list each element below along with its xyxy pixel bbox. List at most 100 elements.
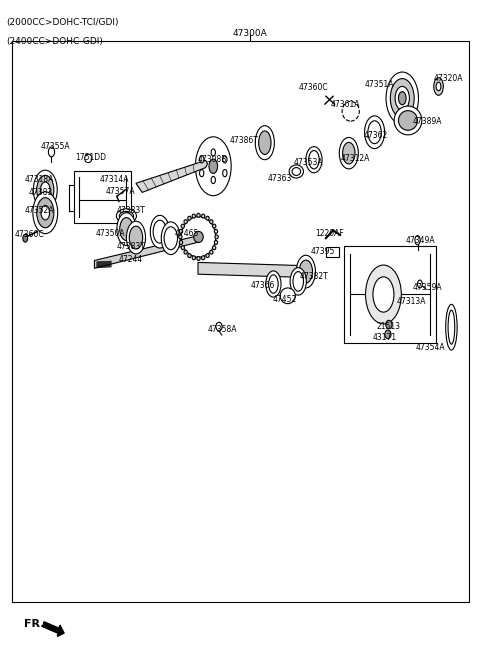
- Ellipse shape: [202, 214, 205, 218]
- Ellipse shape: [39, 195, 51, 204]
- Ellipse shape: [181, 246, 184, 250]
- Text: 21513: 21513: [376, 322, 400, 331]
- Ellipse shape: [366, 265, 401, 324]
- Ellipse shape: [223, 156, 227, 163]
- Ellipse shape: [415, 236, 420, 245]
- Ellipse shape: [373, 277, 394, 312]
- Ellipse shape: [84, 154, 92, 163]
- Text: 47383: 47383: [29, 188, 53, 197]
- Ellipse shape: [386, 72, 419, 124]
- Text: 47353A: 47353A: [293, 158, 323, 168]
- Text: 47318A: 47318A: [24, 175, 54, 184]
- Text: 47314A: 47314A: [99, 175, 129, 184]
- Text: 47300A: 47300A: [232, 29, 267, 38]
- Ellipse shape: [309, 150, 319, 169]
- Ellipse shape: [385, 330, 391, 338]
- Ellipse shape: [395, 87, 409, 110]
- Ellipse shape: [179, 235, 182, 239]
- Ellipse shape: [36, 175, 54, 204]
- Text: 47360C: 47360C: [15, 231, 44, 239]
- Text: 47313A: 47313A: [396, 296, 426, 306]
- Bar: [74, 171, 131, 223]
- Text: 47465: 47465: [174, 229, 199, 238]
- Ellipse shape: [202, 256, 205, 260]
- Ellipse shape: [259, 131, 271, 154]
- Ellipse shape: [394, 106, 422, 135]
- Ellipse shape: [266, 271, 281, 297]
- Ellipse shape: [215, 229, 217, 233]
- Ellipse shape: [215, 240, 217, 244]
- Ellipse shape: [289, 165, 303, 178]
- Ellipse shape: [215, 235, 218, 239]
- Ellipse shape: [188, 216, 191, 220]
- Text: 47358A: 47358A: [207, 325, 237, 334]
- Ellipse shape: [211, 176, 216, 183]
- Ellipse shape: [36, 193, 54, 206]
- Ellipse shape: [364, 116, 384, 148]
- Ellipse shape: [398, 110, 418, 130]
- Text: 43171: 43171: [372, 332, 397, 342]
- Text: 47386T: 47386T: [229, 135, 258, 145]
- Ellipse shape: [117, 213, 136, 246]
- Ellipse shape: [296, 255, 315, 288]
- Ellipse shape: [129, 226, 143, 249]
- Text: 47362: 47362: [364, 131, 388, 140]
- Text: 47452: 47452: [273, 294, 297, 304]
- Ellipse shape: [269, 275, 278, 293]
- Ellipse shape: [343, 143, 355, 164]
- Ellipse shape: [23, 235, 28, 242]
- Text: 47395: 47395: [311, 247, 335, 256]
- Ellipse shape: [200, 170, 204, 177]
- Text: 47363: 47363: [268, 173, 292, 183]
- Ellipse shape: [436, 82, 441, 91]
- Text: 47312A: 47312A: [340, 154, 370, 163]
- Text: 47308B: 47308B: [198, 155, 228, 164]
- Ellipse shape: [48, 147, 55, 157]
- Text: 47359A: 47359A: [413, 283, 443, 292]
- Ellipse shape: [197, 256, 200, 260]
- Ellipse shape: [446, 304, 457, 350]
- Ellipse shape: [418, 280, 422, 288]
- Ellipse shape: [192, 214, 195, 218]
- Ellipse shape: [126, 221, 145, 254]
- Ellipse shape: [181, 224, 184, 228]
- Ellipse shape: [194, 231, 203, 242]
- Ellipse shape: [434, 78, 444, 95]
- Ellipse shape: [200, 156, 204, 163]
- Ellipse shape: [192, 256, 195, 260]
- Ellipse shape: [164, 227, 178, 250]
- Ellipse shape: [339, 137, 359, 169]
- Ellipse shape: [398, 92, 406, 104]
- Text: 47354A: 47354A: [416, 343, 445, 352]
- Ellipse shape: [180, 229, 182, 233]
- Text: 47244: 47244: [118, 256, 143, 264]
- Ellipse shape: [206, 216, 209, 220]
- Ellipse shape: [448, 310, 455, 344]
- Ellipse shape: [386, 321, 392, 328]
- Ellipse shape: [255, 125, 275, 160]
- Ellipse shape: [216, 323, 222, 330]
- Ellipse shape: [299, 260, 312, 283]
- Ellipse shape: [209, 159, 217, 173]
- Bar: [344, 246, 436, 343]
- Polygon shape: [136, 160, 207, 193]
- Text: 47389A: 47389A: [413, 117, 442, 126]
- Ellipse shape: [213, 224, 216, 228]
- Ellipse shape: [280, 288, 295, 304]
- Bar: [12, 41, 469, 602]
- Ellipse shape: [41, 206, 49, 220]
- Ellipse shape: [120, 217, 133, 240]
- Text: 47350A: 47350A: [96, 229, 125, 238]
- Text: 47383T: 47383T: [117, 242, 146, 251]
- Text: 47351A: 47351A: [365, 80, 395, 89]
- Polygon shape: [95, 236, 199, 268]
- Ellipse shape: [34, 170, 57, 210]
- Ellipse shape: [223, 170, 227, 177]
- Ellipse shape: [210, 219, 213, 223]
- Text: 1220AF: 1220AF: [315, 229, 344, 238]
- Ellipse shape: [40, 182, 50, 198]
- Text: (2400CC>DOHC-GDI): (2400CC>DOHC-GDI): [6, 37, 103, 47]
- Ellipse shape: [213, 246, 216, 250]
- Ellipse shape: [210, 250, 213, 254]
- Ellipse shape: [211, 149, 216, 156]
